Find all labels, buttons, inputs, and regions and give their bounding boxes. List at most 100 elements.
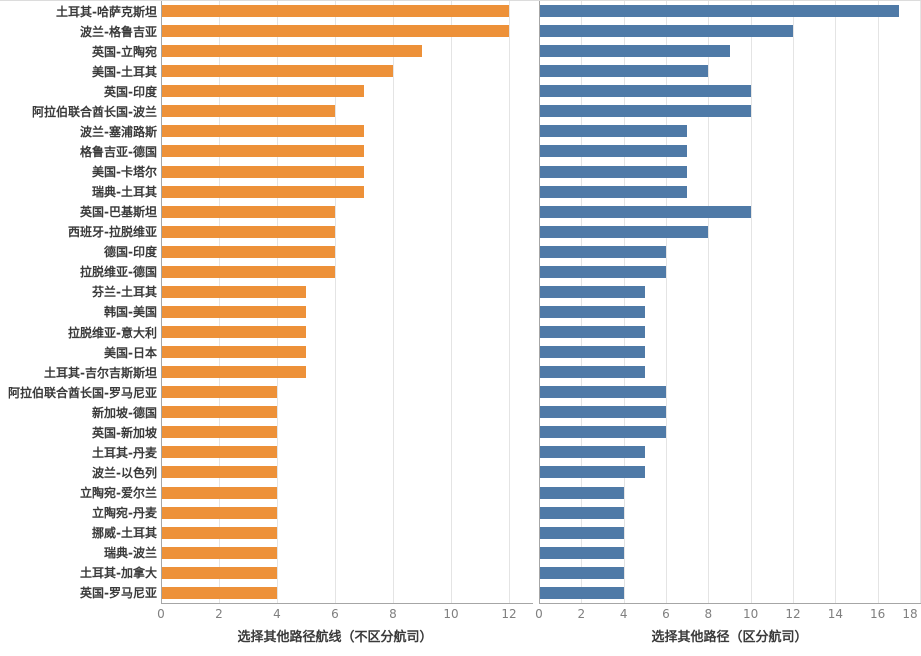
category-label: 土耳其-丹麦 <box>92 445 157 460</box>
bar <box>161 125 364 138</box>
bar-row <box>539 242 920 262</box>
bar-row <box>539 382 920 402</box>
bar <box>539 205 751 218</box>
axis-tick-label: 14 <box>827 607 843 621</box>
category-label: 韩国-美国 <box>104 305 157 320</box>
bar <box>161 145 364 158</box>
bar <box>539 305 645 318</box>
bar <box>161 386 277 399</box>
bar-row <box>539 262 920 282</box>
category-label: 西班牙-拉脱维亚 <box>68 225 157 240</box>
category-label: 新加坡-德国 <box>92 405 157 420</box>
bar <box>539 546 624 559</box>
bar <box>161 185 364 198</box>
bar-row <box>161 222 509 242</box>
bar-row <box>539 322 920 342</box>
category-label: 阿拉伯联合酋长国-罗马尼亚 <box>8 385 157 400</box>
category-label: 瑞典-土耳其 <box>92 185 157 200</box>
bar <box>539 346 645 359</box>
left-chart-x-axis-line <box>161 603 533 604</box>
bar <box>161 5 509 17</box>
bar-row <box>161 61 509 81</box>
bar <box>539 125 688 138</box>
bar <box>161 506 277 519</box>
bar-row <box>161 402 509 422</box>
bar-row <box>161 242 509 262</box>
gridline <box>708 1 710 603</box>
gridline <box>219 1 220 603</box>
bar-row <box>161 362 509 382</box>
bar-row <box>539 21 920 41</box>
bar-row <box>539 503 920 523</box>
axis-tick-label: 12 <box>501 607 517 621</box>
gridline <box>509 1 510 603</box>
bar <box>539 145 688 158</box>
bar-row <box>161 182 509 202</box>
category-label: 土耳其-吉尔吉斯斯坦 <box>44 365 157 380</box>
bar-row <box>539 162 920 182</box>
bar-row <box>161 483 509 503</box>
bar <box>161 426 277 439</box>
gridline <box>623 1 625 603</box>
gridline <box>793 1 794 603</box>
gridline <box>393 1 394 603</box>
bar-row <box>539 101 920 121</box>
gridline <box>277 1 278 603</box>
bar-row <box>539 282 920 302</box>
bar-row <box>539 462 920 482</box>
bar-row <box>539 422 920 442</box>
bar-row <box>539 222 920 242</box>
category-label: 挪威-土耳其 <box>92 526 157 541</box>
category-label: 立陶宛-爱尔兰 <box>80 486 157 501</box>
category-label: 波兰-以色列 <box>92 465 157 480</box>
category-label: 波兰-塞浦路斯 <box>80 124 157 139</box>
bar <box>161 326 306 338</box>
bar-row <box>161 442 509 462</box>
category-label: 英国-巴基斯坦 <box>80 205 157 220</box>
bar-row <box>161 422 509 442</box>
bar-row <box>161 322 509 342</box>
bar-row <box>539 41 920 61</box>
category-label: 土耳其-哈萨克斯坦 <box>56 4 157 19</box>
category-label: 英国-印度 <box>104 84 157 99</box>
bar <box>539 165 688 178</box>
bar-row <box>161 1 509 21</box>
bar <box>161 406 277 419</box>
axis-tick-label: 16 <box>870 607 886 621</box>
bar-row <box>539 543 920 563</box>
bar <box>161 526 277 539</box>
axis-tick-label: 4 <box>619 607 628 621</box>
bar <box>539 265 666 278</box>
bar <box>161 285 306 298</box>
bar <box>539 426 666 439</box>
bar-row <box>539 141 920 161</box>
bar <box>161 305 306 318</box>
category-label: 格鲁吉亚-德国 <box>80 144 157 159</box>
bar <box>539 406 666 419</box>
bar-row <box>161 21 509 41</box>
axis-tick-label: 10 <box>743 607 759 621</box>
bar <box>161 265 335 278</box>
category-label: 德国-印度 <box>104 245 157 260</box>
bar <box>539 245 666 258</box>
axis-tick-label: 0 <box>535 607 543 621</box>
bar <box>161 205 335 218</box>
bar <box>161 346 306 359</box>
bar-row <box>161 101 509 121</box>
bar <box>539 65 709 78</box>
bar <box>539 105 751 118</box>
bar-row <box>539 583 920 603</box>
bar-row <box>161 503 509 523</box>
bar-row <box>539 402 920 422</box>
bar <box>539 85 751 98</box>
category-label: 美国-卡塔尔 <box>92 165 157 180</box>
category-label: 美国-日本 <box>104 345 157 360</box>
bar-row <box>539 182 920 202</box>
category-label: 英国-立陶宛 <box>92 44 157 59</box>
category-label: 美国-土耳其 <box>92 64 157 79</box>
bar <box>539 566 624 579</box>
left-axis-title: 选择其他路径航线（不区分航司） <box>237 630 433 645</box>
bar-row <box>161 262 509 282</box>
category-label: 波兰-格鲁吉亚 <box>80 24 157 39</box>
